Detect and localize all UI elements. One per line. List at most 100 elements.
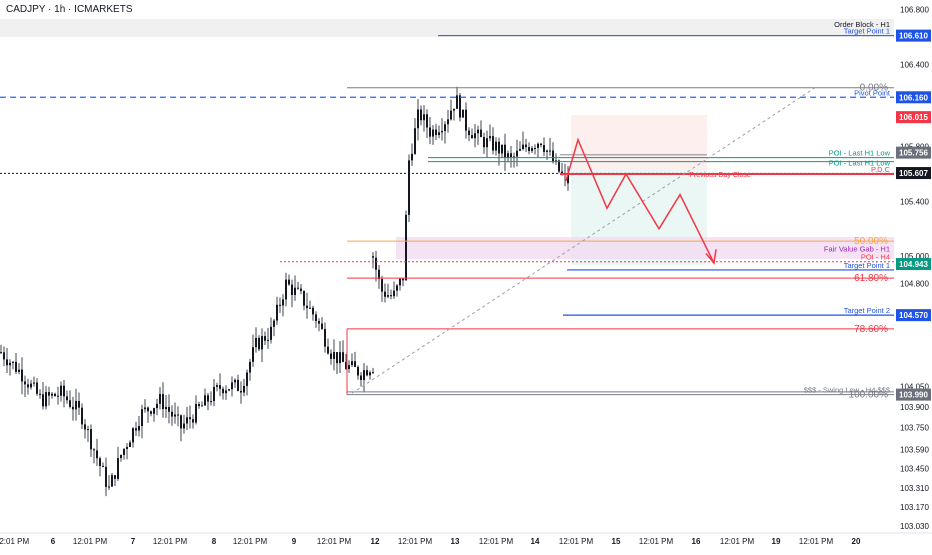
candle-body (243, 385, 245, 393)
x-tick-label: 19 (772, 537, 781, 546)
candle-body (429, 127, 431, 137)
level-label: $$$ - Swing Low - H4 $$$ (804, 386, 891, 395)
candle-body (540, 143, 542, 146)
y-tick-label: 103.450 (900, 465, 929, 474)
candle-body (0, 352, 2, 354)
x-tick-label: 7 (131, 537, 136, 546)
candle-body (423, 114, 425, 121)
candle-body (438, 132, 440, 136)
x-tick-label: 14 (531, 537, 540, 546)
candle-body (132, 428, 134, 443)
price-badge-label: 106.015 (899, 113, 928, 122)
price-badge-label: 103.990 (899, 391, 928, 400)
candle-body (96, 450, 98, 459)
candle-body (102, 465, 104, 467)
candle-body (201, 405, 203, 407)
candle-body (150, 411, 152, 414)
candle-body (498, 141, 500, 154)
level-label: POI - Last H1 Low (829, 149, 891, 158)
candle-body (543, 145, 545, 152)
y-tick-label: 106.400 (900, 60, 929, 69)
candle-body (204, 395, 206, 406)
candle-body (141, 409, 143, 426)
candle-body (219, 385, 221, 389)
candle-body (396, 285, 398, 291)
candle-body (129, 442, 131, 448)
candle-body (171, 411, 173, 417)
candle-body (408, 160, 410, 215)
candle-body (528, 147, 530, 152)
candle-body (279, 304, 281, 306)
candle-body (507, 153, 509, 158)
fib-label: 50.00% (854, 236, 888, 247)
candle-body (159, 394, 161, 404)
x-tick-label: 16 (692, 537, 701, 546)
candle-body (228, 389, 230, 391)
candle-body (153, 408, 155, 414)
candle-body (504, 144, 506, 158)
candle-body (30, 383, 32, 388)
x-tick-label: 12:01 PM (799, 537, 834, 546)
y-tick-label: 105.000 (900, 252, 929, 261)
candle-body (378, 269, 380, 280)
candle-body (42, 394, 44, 407)
candle-body (477, 129, 479, 134)
candle-body (246, 372, 248, 386)
candle-body (108, 486, 110, 488)
candle-body (63, 385, 65, 397)
candle-body (480, 129, 482, 138)
candle-body (231, 382, 233, 390)
level-label: P.D.C (871, 165, 891, 174)
candle-body (177, 414, 179, 416)
candle-body (54, 393, 56, 397)
candle-body (21, 369, 23, 382)
candle-body (393, 290, 395, 297)
candle-body (420, 109, 422, 121)
price-badge-label: 104.570 (899, 311, 928, 320)
candle-body (270, 326, 272, 340)
candle-body (366, 370, 368, 376)
candle-body (192, 419, 194, 423)
candle-body (552, 150, 554, 162)
candle-body (558, 160, 560, 172)
candle-body (168, 406, 170, 412)
candle-body (240, 390, 242, 393)
candle-body (144, 407, 146, 410)
candle-body (516, 150, 518, 157)
y-tick-label: 103.170 (900, 503, 929, 512)
candle-body (426, 114, 428, 128)
candle-body (33, 382, 35, 384)
candle-body (321, 323, 323, 329)
candle-body (525, 144, 527, 148)
candle-body (441, 131, 443, 133)
candle-body (390, 295, 392, 297)
candle-body (213, 386, 215, 402)
candle-body (258, 337, 260, 350)
y-tick-label: 104.800 (900, 280, 929, 289)
candle-body (75, 400, 77, 410)
candle-body (147, 407, 149, 412)
candle-body (435, 129, 437, 136)
price-badge (896, 29, 931, 42)
price-badge (896, 91, 931, 104)
candle-body (372, 372, 374, 374)
pdc-annotation: Previous Day Close (689, 172, 751, 179)
candle-body (555, 160, 557, 162)
candle-body (339, 352, 341, 364)
candle-body (57, 395, 59, 397)
candle-body (24, 381, 26, 385)
candle-body (156, 403, 158, 409)
fib-label: 61.80% (854, 273, 888, 284)
candle-body (315, 314, 317, 322)
candle-body (45, 392, 47, 407)
candle-body (399, 278, 401, 286)
candle-body (312, 307, 314, 315)
price-badge (896, 111, 931, 124)
trend-line (351, 87, 816, 394)
candle-body (474, 133, 476, 139)
candle-body (123, 448, 125, 455)
candle-body (306, 305, 308, 309)
candle-body (99, 458, 101, 466)
